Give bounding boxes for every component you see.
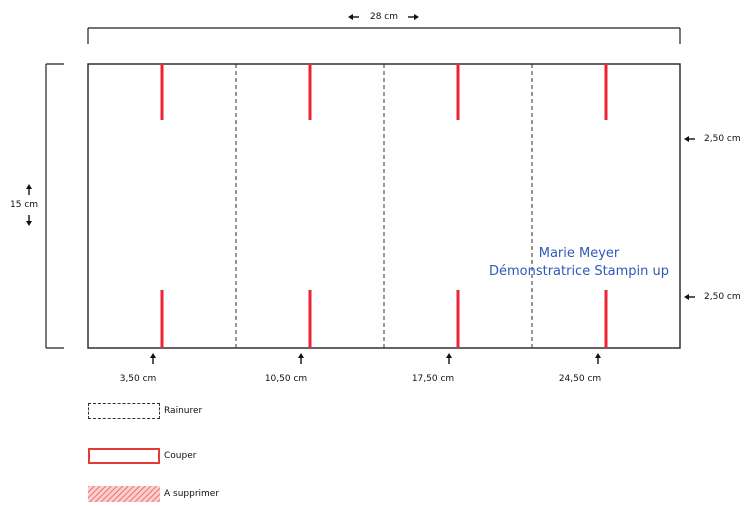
position-label: 17,50 cm — [411, 374, 455, 384]
height-bracket — [45, 63, 64, 349]
legend-label: A supprimer — [164, 489, 220, 499]
position-label: 10,50 cm — [264, 374, 308, 384]
watermark: Marie Meyer Démonstratrice Stampin up — [476, 245, 682, 281]
bottom-offset-arrow-icon — [684, 294, 695, 300]
legend-item-cut: Couper — [88, 447, 196, 465]
position-arrow-up-icon — [595, 353, 601, 364]
dashed-line-swatch-icon — [88, 403, 160, 419]
width-bracket — [87, 27, 681, 44]
position-label: 3,50 cm — [119, 374, 157, 384]
legend-item-fold: Rainurer — [88, 402, 202, 420]
solid-line-swatch-icon — [88, 448, 160, 464]
legend-item-remove: A supprimer — [88, 485, 219, 503]
height-arrow-up-icon — [26, 184, 32, 195]
height-arrow-down-icon — [26, 215, 32, 226]
top-offset-label: 2,50 cm — [704, 134, 741, 144]
legend-label: Couper — [164, 451, 197, 461]
height-label: 15 cm — [10, 200, 39, 210]
top-offset-arrow-icon — [684, 136, 695, 142]
hatched-swatch-icon — [88, 486, 160, 502]
position-arrow-up-icon — [298, 353, 304, 364]
width-arrow-left-icon — [348, 14, 359, 20]
legend-label: Rainurer — [164, 406, 203, 416]
watermark-title: Démonstratrice Stampin up — [488, 264, 670, 279]
bottom-offset-label: 2,50 cm — [704, 292, 741, 302]
watermark-name: Marie Meyer — [538, 246, 620, 261]
position-arrow-up-icon — [150, 353, 156, 364]
width-label: 28 cm — [369, 12, 399, 22]
position-arrow-up-icon — [446, 353, 452, 364]
width-arrow-right-icon — [408, 14, 419, 20]
position-label: 24,50 cm — [558, 374, 602, 384]
